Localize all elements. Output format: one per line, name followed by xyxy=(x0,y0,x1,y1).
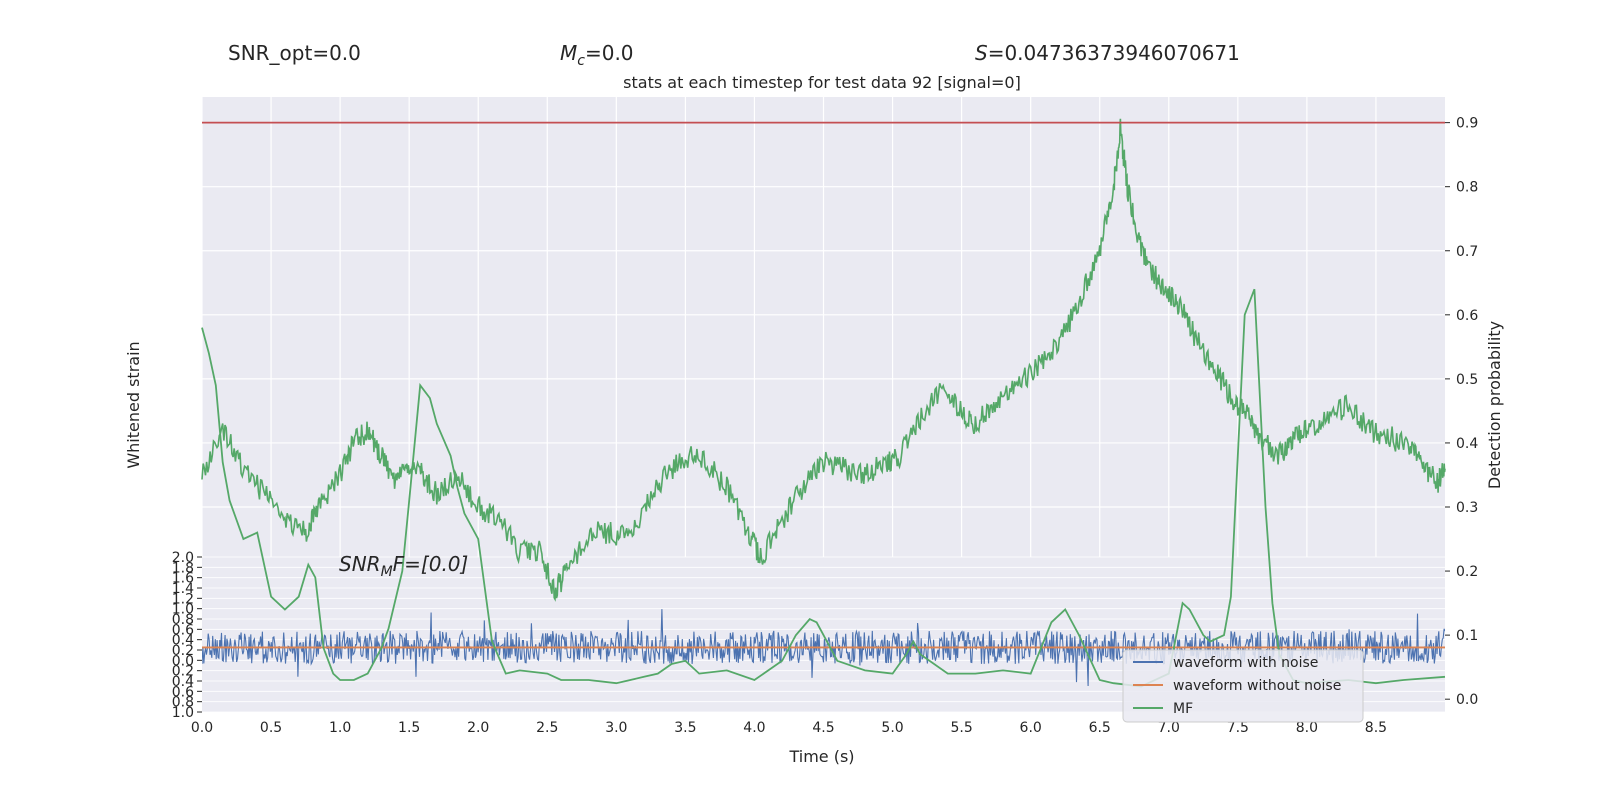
x-tick-label: 3.0 xyxy=(605,720,627,736)
series-mf xyxy=(201,288,1446,688)
x-tick-label: 6.0 xyxy=(1020,720,1042,736)
strain-tick-label: 1.6 xyxy=(172,571,194,587)
y-axis-right-label: Detection probability xyxy=(1485,321,1504,489)
y-right-tick-label: 0.6 xyxy=(1456,308,1478,324)
score-label: S=0.04736373946070671 xyxy=(975,41,1240,65)
strain-tick-label: 2.0 xyxy=(172,550,194,566)
x-tick-label: 4.5 xyxy=(812,720,834,736)
strain-tick-label: 1.8 xyxy=(172,560,194,576)
strain-tick-label: 1.0 xyxy=(172,705,194,721)
y-right-tick-label: 0.4 xyxy=(1456,436,1478,452)
x-tick-label: 7.5 xyxy=(1227,720,1249,736)
series-detection-probability xyxy=(201,118,1446,602)
legend: waveform with noise waveform without noi… xyxy=(1122,649,1364,723)
x-tick-label: 5.5 xyxy=(950,720,972,736)
legend-entry-clean: waveform without noise xyxy=(1173,678,1341,694)
x-tick-labels: 0.0 0.5 1.0 1.5 2.0 2.5 3.0 3.5 4.0 4.5 5.0 5.5 6.0 6… xyxy=(191,720,1387,736)
y-axis-left-label: Whitened strain xyxy=(124,341,143,468)
y-right-tick-label: 0.3 xyxy=(1456,500,1478,516)
x-tick-label: 3.5 xyxy=(674,720,696,736)
x-axis-label: Time (s) xyxy=(788,747,854,766)
strain-tick-label: 0.4 xyxy=(172,674,194,690)
legend-box xyxy=(1122,649,1364,723)
x-tick-label: 1.0 xyxy=(329,720,351,736)
y-right-tick-label: 0.0 xyxy=(1456,692,1478,708)
y-right-tick-label: 0.7 xyxy=(1456,244,1478,260)
strain-tick-label: 0.6 xyxy=(172,684,194,700)
y-right-tick-label: 0.8 xyxy=(1456,180,1478,196)
x-tick-label: 0.0 xyxy=(191,720,213,736)
x-tick-label: 8.0 xyxy=(1296,720,1318,736)
strain-tick-label: 1.2 xyxy=(172,591,194,607)
x-tick-label: 2.0 xyxy=(467,720,489,736)
strain-tick-label: 0.4 xyxy=(172,633,194,649)
y-right-tick-labels: 0.0 0.1 0.2 0.3 0.4 0.5 0.6 0.7 0.8 0.9 xyxy=(1445,116,1478,708)
y-right-tick-label: 0.2 xyxy=(1456,564,1478,580)
x-tick-label: 6.5 xyxy=(1089,720,1111,736)
snr-mf-annotation: SNRMF=[0.0] xyxy=(339,552,468,580)
x-tick-label: 1.5 xyxy=(398,720,420,736)
strain-tick-label: 0.8 xyxy=(172,695,194,711)
strain-tick-label: 0.8 xyxy=(172,612,194,628)
x-tick-label: 5.0 xyxy=(881,720,903,736)
x-tick-label: 4.0 xyxy=(743,720,765,736)
y-right-tick-label: 0.5 xyxy=(1456,372,1478,388)
strain-tick-label: 0.0 xyxy=(172,653,194,669)
strain-tick-labels: 2.01.81.61.41.21.00.80.60.40.20.00.20.40… xyxy=(172,550,202,721)
chart-title: stats at each timestep for test data 92 … xyxy=(623,73,1021,92)
strain-tick-label: 1.4 xyxy=(172,581,194,597)
y-right-tick-label: 0.1 xyxy=(1456,628,1478,644)
x-tick-label: 2.5 xyxy=(536,720,558,736)
strain-tick-label: 0.2 xyxy=(172,664,194,680)
chirp-mass-label: Mc=0.0 xyxy=(560,41,634,69)
x-tick-label: 8.5 xyxy=(1365,720,1387,736)
legend-entry-mf: MF xyxy=(1173,701,1193,717)
x-tick-label: 0.5 xyxy=(260,720,282,736)
snr-opt-label: SNR_opt=0.0 xyxy=(228,41,361,65)
strain-tick-label: 1.0 xyxy=(172,602,194,618)
legend-entry-noise: waveform with noise xyxy=(1173,655,1318,671)
x-tick-label: 7.0 xyxy=(1158,720,1180,736)
strain-tick-label: 0.2 xyxy=(172,643,194,659)
y-right-tick-label: 0.9 xyxy=(1456,116,1478,132)
strain-tick-label: 0.6 xyxy=(172,622,194,638)
